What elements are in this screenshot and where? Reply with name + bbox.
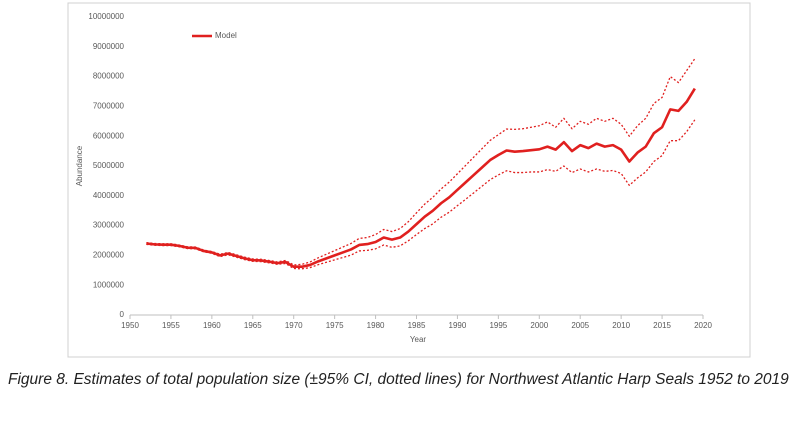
x-tick-label: 2015 bbox=[653, 321, 671, 330]
x-tick-label: 2005 bbox=[571, 321, 589, 330]
legend-label: Model bbox=[215, 31, 237, 40]
x-tick-label: 2010 bbox=[612, 321, 630, 330]
x-tick-label: 1950 bbox=[121, 321, 139, 330]
x-tick-label: 2000 bbox=[530, 321, 548, 330]
model-line bbox=[146, 87, 696, 269]
x-tick-label: 1980 bbox=[367, 321, 385, 330]
y-tick-label: 3000000 bbox=[93, 221, 125, 230]
y-tick-label: 5000000 bbox=[93, 161, 125, 170]
x-tick-label: 1985 bbox=[408, 321, 426, 330]
x-axis-label: Year bbox=[410, 335, 427, 344]
y-tick-label: 1000000 bbox=[93, 280, 125, 289]
x-tick-label: 1970 bbox=[285, 321, 303, 330]
y-tick-label: 9000000 bbox=[93, 42, 125, 51]
x-tick-label: 1990 bbox=[449, 321, 467, 330]
y-tick-label: 7000000 bbox=[93, 102, 125, 111]
chart: Year Abundance 0 1000000 2000000 3000000 400… bbox=[67, 2, 751, 358]
x-tick-label: 1995 bbox=[489, 321, 507, 330]
y-tick-label: 0 bbox=[120, 310, 125, 319]
chart-frame bbox=[67, 2, 751, 358]
ci-line bbox=[146, 119, 696, 270]
x-tick-label: 1955 bbox=[162, 321, 180, 330]
ci-line bbox=[146, 58, 696, 266]
figure-caption: Figure 8. Estimates of total population … bbox=[8, 371, 789, 388]
x-tick-label: 2020 bbox=[694, 321, 712, 330]
y-tick-label: 10000000 bbox=[88, 12, 124, 21]
y-tick-label: 6000000 bbox=[93, 131, 125, 140]
y-tick-label: 8000000 bbox=[93, 72, 125, 81]
x-tick-label: 1965 bbox=[244, 321, 262, 330]
y-tick-label: 2000000 bbox=[93, 251, 125, 260]
x-tick-label: 1960 bbox=[203, 321, 221, 330]
y-axis-label: Abundance bbox=[75, 145, 84, 186]
x-tick-label: 1975 bbox=[326, 321, 344, 330]
y-tick-label: 4000000 bbox=[93, 191, 125, 200]
